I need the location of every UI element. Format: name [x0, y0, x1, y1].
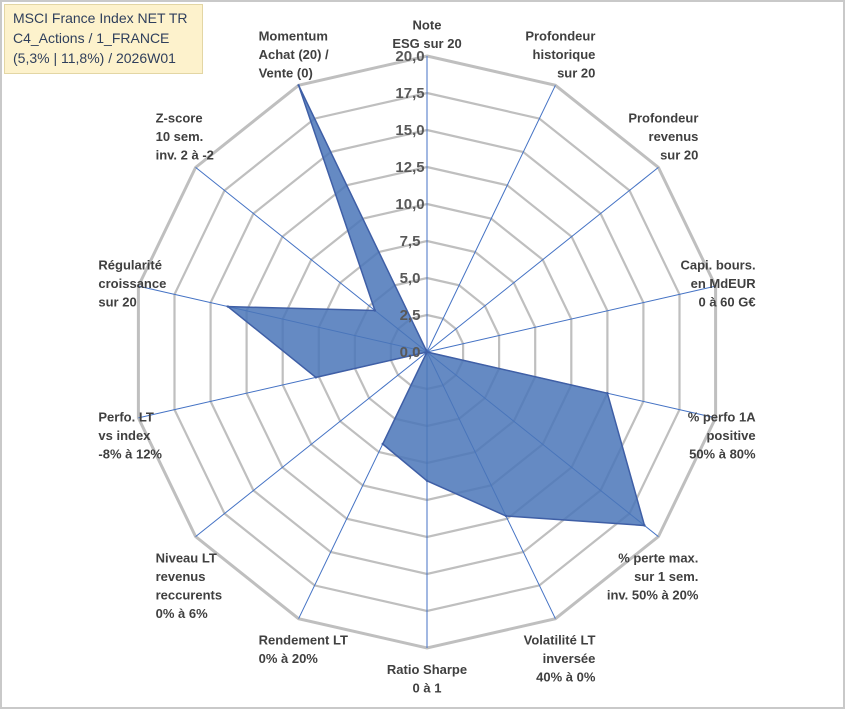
axis-label-10-line-1: vs index: [98, 428, 151, 443]
axis-label-4-line-1: positive: [706, 428, 755, 443]
axis-label-2-line-2: sur 20: [660, 147, 698, 162]
series-point-11: [227, 305, 229, 307]
axis-label-4-line-0: % perfo 1A: [688, 409, 757, 424]
axis-label-8-line-0: Rendement LT: [259, 633, 348, 648]
r-tick-label: 5,0: [400, 270, 421, 287]
axis-label-9-line-0: Niveau LT: [156, 551, 217, 566]
axis-label-7-line-0: Ratio Sharpe: [387, 662, 467, 677]
axis-label-3-line-1: en MdEUR: [691, 276, 757, 291]
axis-label-13-line-1: Achat (20) /: [259, 47, 329, 62]
axis-label-5-line-1: sur 1 sem.: [634, 569, 698, 584]
series-point-6: [505, 515, 507, 517]
axis-label-0-line-1: ESG sur 20: [392, 36, 461, 51]
axis-label-9-line-3: 0% à 6%: [156, 606, 208, 621]
r-tick-label: 0,0: [400, 344, 421, 361]
axis-label-1-line-1: historique: [533, 47, 596, 62]
axis-label-3-line-2: 0 à 60 G€: [698, 295, 755, 310]
axis-label-9-line-2: reccurents: [156, 588, 222, 603]
r-tick-label: 17,5: [395, 85, 424, 102]
axis-label-12-line-2: inv. 2 à -2: [156, 147, 214, 162]
axis-label-10-line-0: Perfo. LT: [98, 409, 153, 424]
r-tick-label: 7,5: [400, 233, 421, 250]
axis-label-8-line-1: 0% à 20%: [259, 651, 319, 666]
series-point-10: [315, 376, 317, 378]
r-tick-label: 12,5: [395, 159, 424, 176]
series-point-5: [643, 524, 645, 526]
radar-chart: 0,02,55,07,510,012,515,017,520,0 NoteESG…: [0, 0, 845, 709]
axis-label-2-line-1: revenus: [649, 129, 699, 144]
axis-label-3-line-0: Capi. bours.: [680, 258, 755, 273]
series-point-13: [297, 84, 299, 86]
axis-label-1-line-0: Profondeur: [525, 28, 595, 43]
series-point-12: [374, 309, 376, 311]
axis-label-6-line-1: inversée: [543, 651, 596, 666]
axis-label-4-line-2: 50% à 80%: [689, 446, 756, 461]
axis-label-2-line-0: Profondeur: [628, 110, 698, 125]
axis-label-12-line-0: Z-score: [156, 110, 203, 125]
series-point-9: [426, 351, 428, 353]
axis-label-11-line-1: croissance: [98, 276, 166, 291]
axis-label-12-line-1: 10 sem.: [156, 129, 204, 144]
axis-label-9-line-1: revenus: [156, 569, 206, 584]
axis-label-1-line-2: sur 20: [557, 65, 595, 80]
series-point-8: [382, 443, 384, 445]
axis-label-7-line-1: 0 à 1: [413, 681, 442, 696]
axis-label-11-line-2: sur 20: [98, 295, 136, 310]
r-tick-label: 15,0: [395, 122, 424, 139]
spoke-1: [427, 85, 555, 352]
r-tick-label: 2,5: [400, 307, 421, 324]
axis-label-13-line-2: Vente (0): [259, 65, 313, 80]
axis-label-5-line-2: inv. 50% à 20%: [607, 588, 699, 603]
series-point-4: [606, 392, 608, 394]
axis-label-5-line-0: % perte max.: [618, 551, 698, 566]
series-point-7: [426, 480, 428, 482]
axis-label-10-line-2: -8% à 12%: [98, 446, 162, 461]
axis-label-13-line-0: Momentum: [259, 28, 328, 43]
axis-label-11-line-0: Régularité: [98, 258, 162, 273]
r-tick-label: 10,0: [395, 196, 424, 213]
axis-label-6-line-2: 40% à 0%: [536, 670, 596, 685]
radar-r-ticks: 0,02,55,07,510,012,515,017,520,0: [395, 48, 424, 361]
axis-label-6-line-0: Volatilité LT: [524, 633, 596, 648]
axis-label-0-line-0: Note: [413, 18, 442, 33]
